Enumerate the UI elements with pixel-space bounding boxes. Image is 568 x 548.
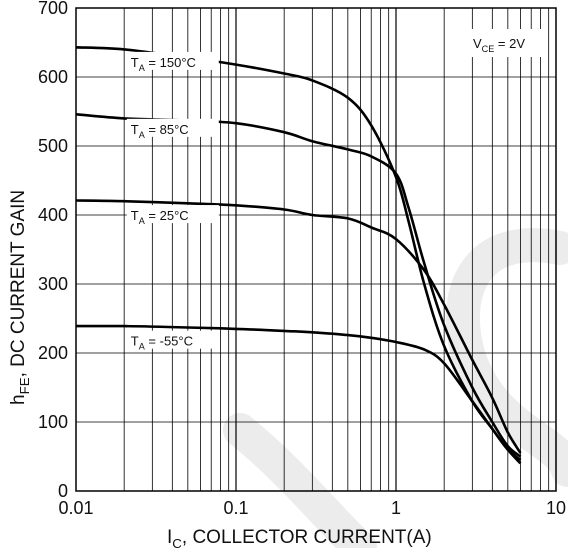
y-tick-label: 500: [38, 136, 68, 156]
series-line-2: [75, 199, 522, 454]
y-tick-label: 100: [38, 412, 68, 432]
curve-label-bg: [126, 205, 219, 224]
y-tick-label: 700: [38, 0, 68, 18]
plot-frame: [75, 7, 557, 492]
watermark: [223, 228, 568, 548]
y-axis-label: hFE, DC CURRENT GAIN: [8, 190, 32, 405]
condition-box: [466, 29, 544, 57]
curve-label-bg: [126, 51, 219, 70]
x-tick-label: 10: [546, 498, 566, 518]
curve-label-bg: [126, 118, 219, 137]
y-tick-labels: 0 100 200 300 400 500 600 700: [38, 0, 68, 501]
curve-label: TA = 25°C: [131, 208, 189, 226]
y-tick-label: 400: [38, 205, 68, 225]
x-axis-label: IC, COLLECTOR CURRENT(A): [167, 527, 432, 548]
y-tick-label: 0: [58, 481, 68, 501]
curve-labels: TA = 150°C TA = 85°C TA = 25°C TA = -55°C: [126, 51, 219, 352]
series-line-0: [75, 46, 522, 461]
y-tick-label: 300: [38, 274, 68, 294]
gain-curves: [75, 46, 522, 465]
curve-label: TA = 150°C: [131, 55, 196, 73]
series-line-3: [75, 324, 522, 465]
y-tick-label: 200: [38, 343, 68, 363]
curve-label: TA = -55°C: [131, 334, 193, 352]
condition-label: VCE = 2V: [473, 36, 525, 54]
x-tick-labels: 0.01 0.1 1 10: [58, 498, 566, 518]
y-tick-label: 600: [38, 67, 68, 87]
x-tick-label: 1: [391, 498, 401, 518]
curve-label: TA = 85°C: [131, 122, 189, 140]
x-tick-label: 0.01: [58, 498, 93, 518]
x-tick-label: 0.1: [223, 498, 248, 518]
curve-label-bg: [126, 330, 219, 349]
